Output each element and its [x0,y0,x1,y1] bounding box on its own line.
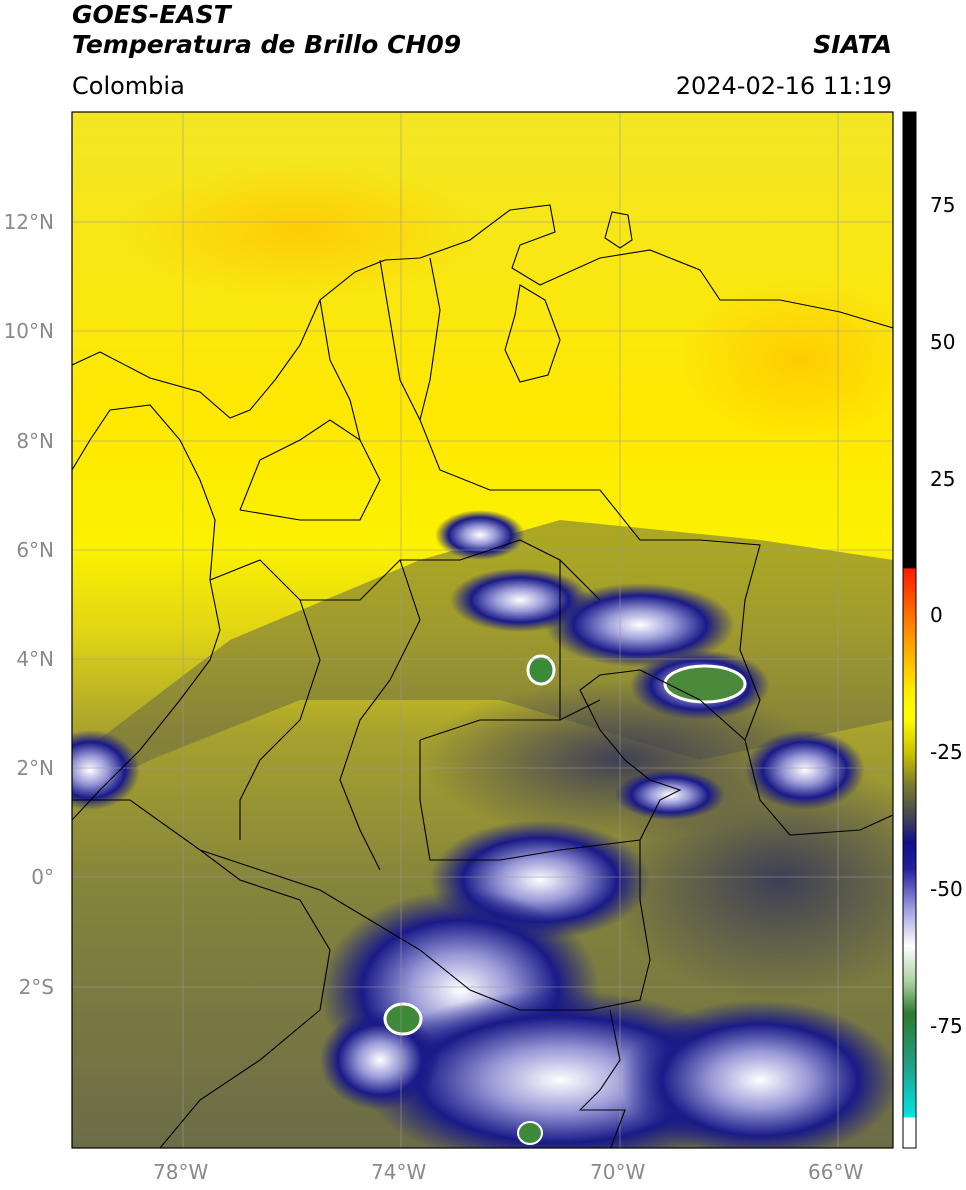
graticule [72,112,893,1148]
brightness-temperature-field [72,112,893,1148]
lon-label-74w: 74°W [371,1160,427,1184]
lat-label-4n: 4°N [16,647,54,671]
colorbar-tick-50: 50 [930,330,956,354]
coastlines-borders [72,204,893,1148]
colorbar-tick-75: 75 [930,193,956,217]
lon-label-70w: 70°W [590,1160,646,1184]
lat-label-6n: 6°N [16,538,54,562]
colorbar-tick-25: 25 [930,467,956,491]
brand-label: SIATA [813,30,892,59]
lat-label-8n: 8°N [16,429,54,453]
lat-label-12n: 12°N [3,210,54,234]
colorbar-tick-minus25: -25 [930,740,963,764]
colorbar-tick-minus50: -50 [930,877,963,901]
lon-label-78w: 78°W [153,1160,209,1184]
colorbar-tick-0: 0 [930,603,943,627]
lon-label-66w: 66°W [808,1160,864,1184]
product-title: Temperatura de Brillo CH09 [72,30,462,59]
lat-label-2s: 2°S [18,975,54,999]
lat-label-2n: 2°N [16,756,54,780]
timestamp-label: 2024-02-16 11:19 [675,72,892,100]
region-label: Colombia [72,72,185,100]
colorbar-tick-minus75: -75 [930,1014,963,1038]
colorbar [902,111,917,1149]
satellite-title: GOES-EAST [72,0,231,29]
map-frame [71,111,894,1149]
lat-label-10n: 10°N [3,319,54,343]
lat-label-0: 0° [31,865,54,889]
